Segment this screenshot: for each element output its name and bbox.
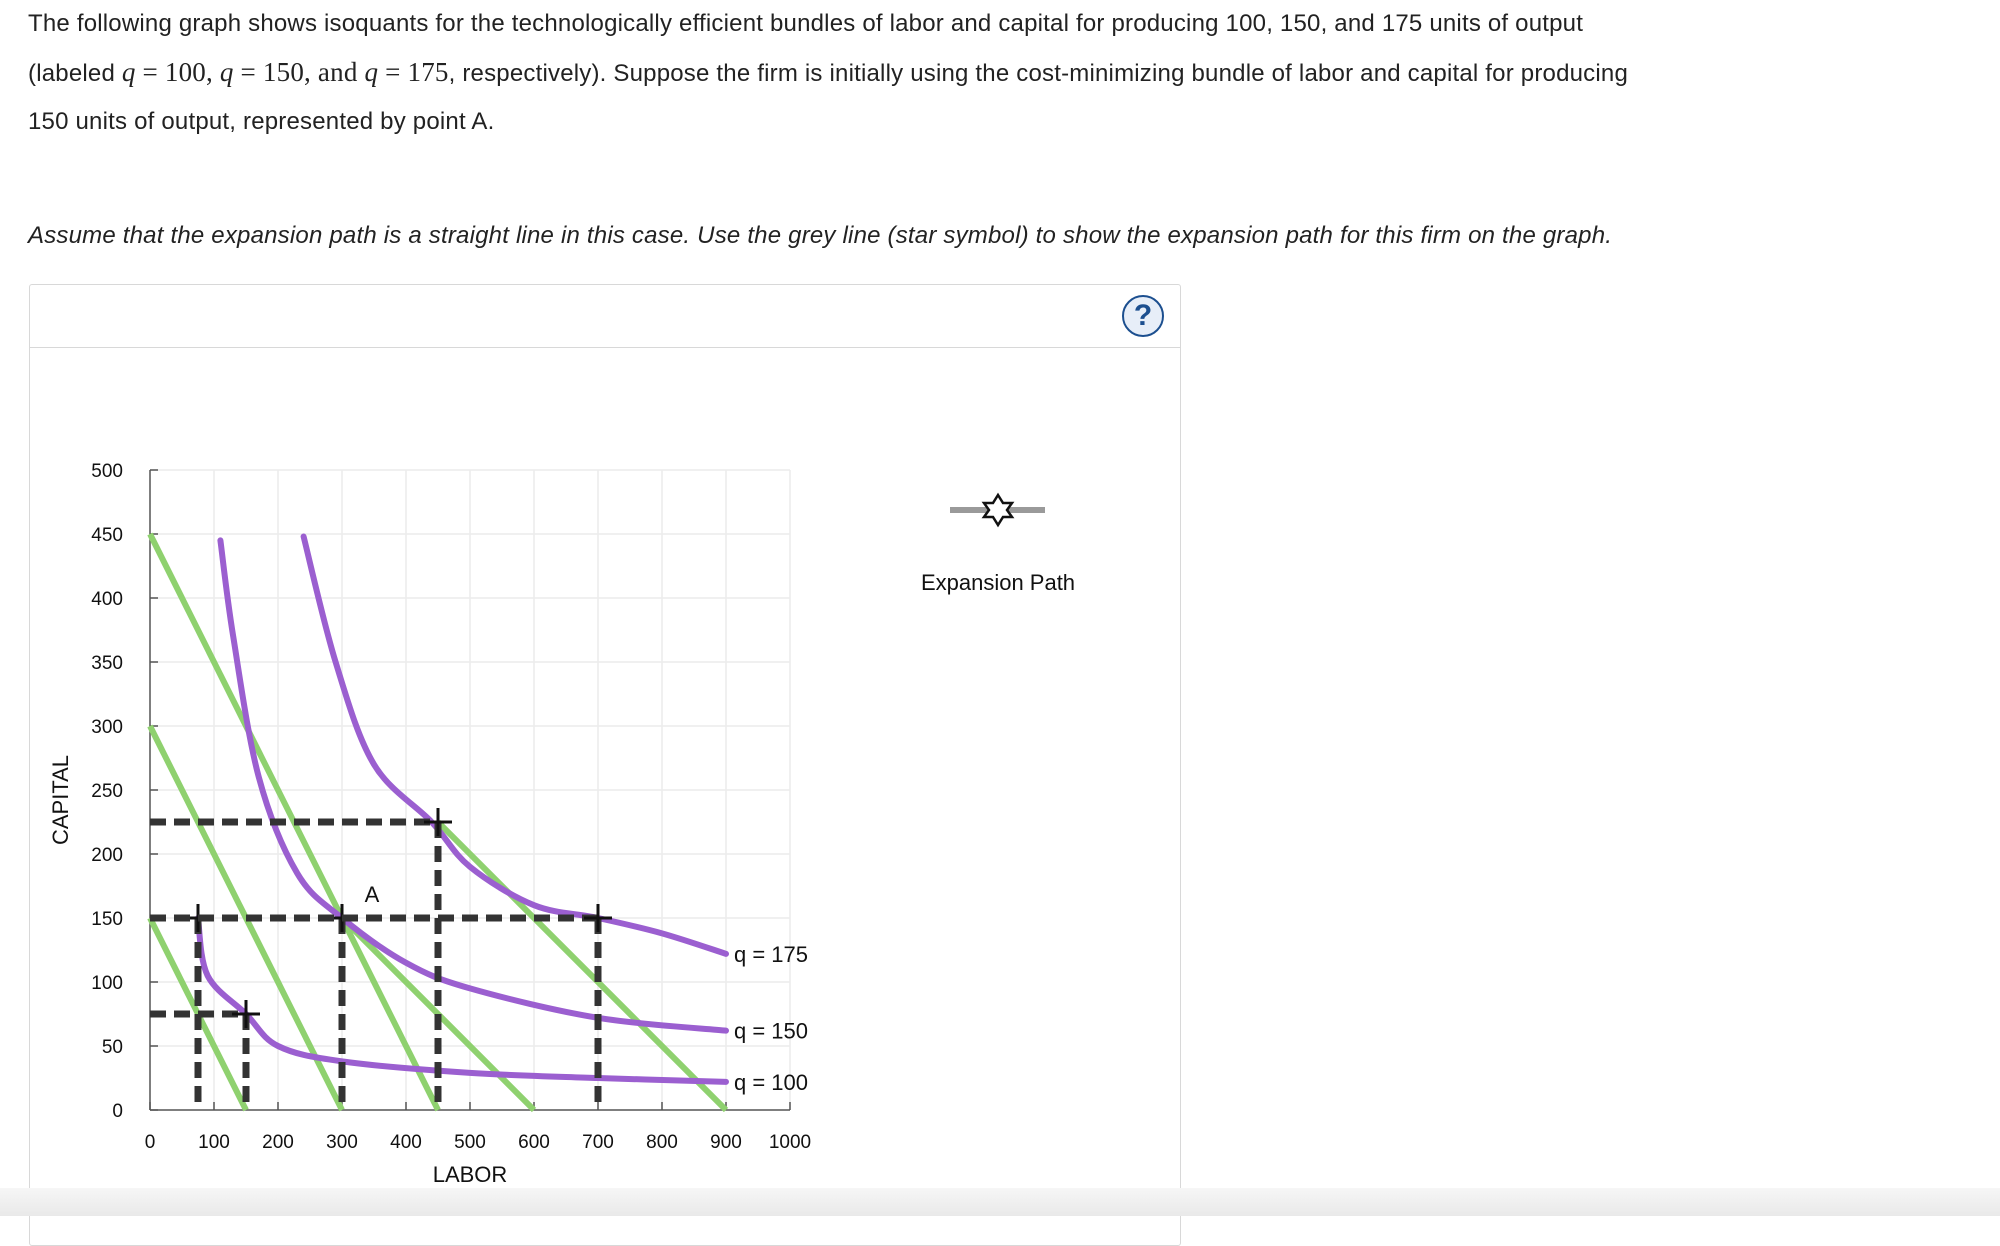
x-tick-label: 100 — [198, 1132, 230, 1153]
question-line-1: The following graph shows isoquants for … — [28, 10, 1584, 37]
y-tick-label: 100 — [91, 973, 123, 994]
y-tick-label: 250 — [91, 781, 123, 802]
isoquant-label: q = 150 — [734, 1019, 808, 1044]
isoquant-label: q = 175 — [734, 942, 808, 967]
isocost-line — [435, 819, 729, 1113]
x-tick-label: 0 — [145, 1132, 156, 1153]
x-axis-label: LABOR — [433, 1162, 508, 1187]
y-tick-label: 0 — [112, 1101, 123, 1122]
y-tick-label: 500 — [91, 461, 123, 482]
chart-labels: q = 100 q = 150 q = 175 A — [365, 882, 808, 1095]
x-tick-label: 800 — [646, 1132, 678, 1153]
legend: Expansion Path — [921, 492, 1075, 595]
y-tick-label: 450 — [91, 525, 123, 546]
chart[interactable]: 0 100 200 300 400 500 600 700 800 900 1000 0 50 100 15… — [0, 0, 2000, 1216]
x-tick-label: 900 — [710, 1132, 742, 1153]
chart-axes: 0 100 200 300 400 500 600 700 800 900 1000 0 50 100 15… — [48, 461, 811, 1187]
y-tick-label: 150 — [91, 909, 123, 930]
question-line-2: (labeled q = 100, q = 150, and q = 175, … — [28, 57, 1628, 87]
y-tick-label: 50 — [102, 1037, 123, 1058]
x-tick-label: 200 — [262, 1132, 294, 1153]
point-label-a: A — [365, 882, 380, 907]
isoquant-curve — [217, 537, 729, 1034]
page-bottom-shadow — [0, 1188, 2000, 1216]
x-tick-label: 500 — [454, 1132, 486, 1153]
panel-toolbar: ? — [30, 285, 1180, 348]
y-tick-label: 350 — [91, 653, 123, 674]
x-tick-label: 400 — [390, 1132, 422, 1153]
y-tick-label: 300 — [91, 717, 123, 738]
x-tick-label: 700 — [582, 1132, 614, 1153]
y-tick-label: 200 — [91, 845, 123, 866]
question-line-3: 150 units of output, represented by poin… — [28, 108, 495, 135]
x-tick-label: 600 — [518, 1132, 550, 1153]
expansion-path-label: Expansion Path — [921, 570, 1075, 595]
y-axis-label: CAPITAL — [48, 755, 73, 845]
x-tick-label: 1000 — [769, 1132, 811, 1153]
isoquant-curve — [195, 915, 729, 1085]
x-tick-label: 300 — [326, 1132, 358, 1153]
y-tick-label: 400 — [91, 589, 123, 610]
isoquant-label: q = 100 — [734, 1070, 808, 1095]
question-text: The following graph shows isoquants for … — [28, 0, 1968, 146]
instruction-text: Assume that the expansion path is a stra… — [28, 222, 1613, 249]
isoquant-curves — [195, 533, 729, 1085]
graph-panel: ? — [29, 284, 1181, 1246]
star-icon[interactable] — [981, 492, 1015, 528]
isoquant-curve — [300, 533, 729, 957]
dashed-guides — [150, 808, 612, 1110]
help-icon[interactable]: ? — [1122, 295, 1164, 337]
